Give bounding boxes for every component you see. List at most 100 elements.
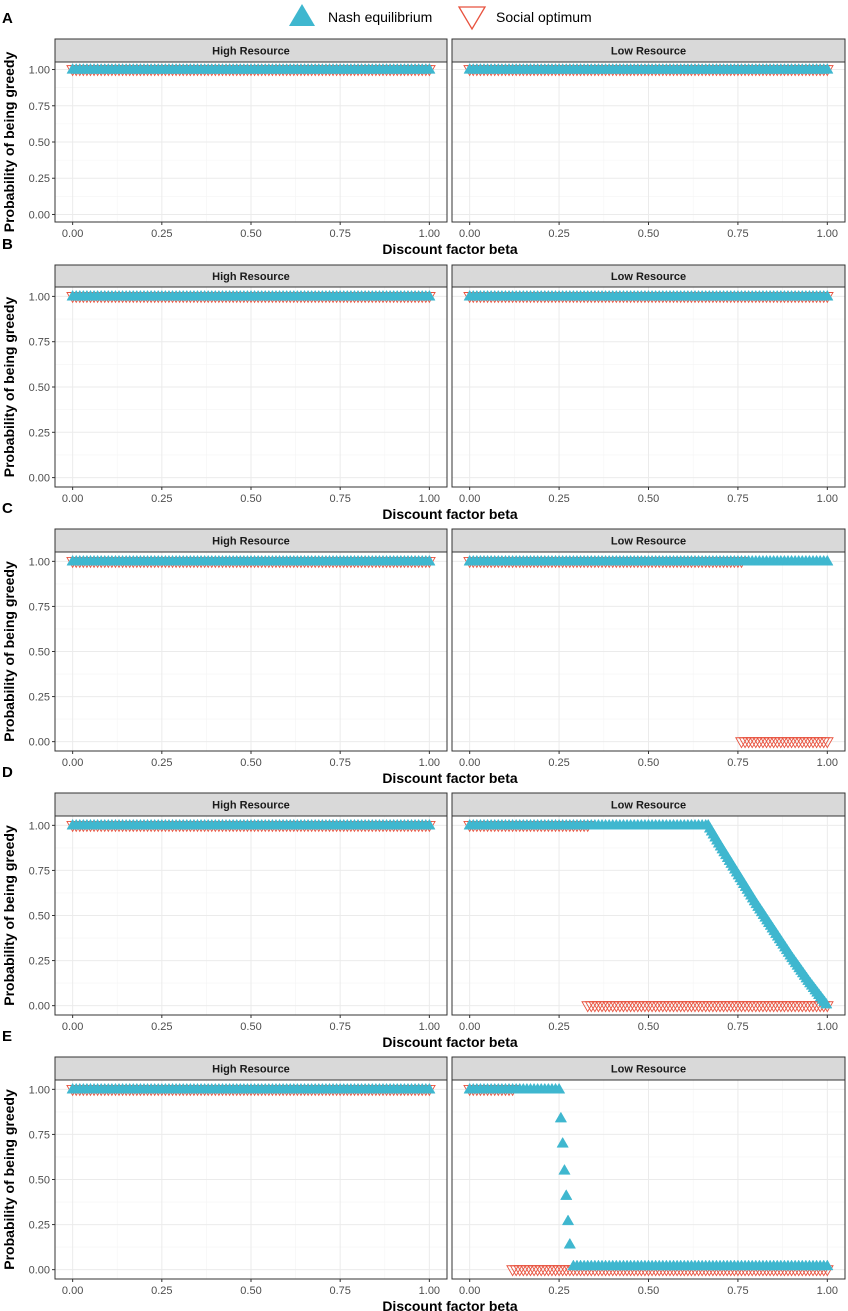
x-tick-label: 0.75 [727, 493, 748, 505]
series-nash-equilibrium [463, 818, 833, 1009]
series-nash-equilibrium [463, 1082, 834, 1271]
facet-title: Low Resource [611, 1064, 686, 1076]
x-axis-title: Discount factor beta [382, 241, 518, 257]
facet-high-resource: High Resource 0.00 0.25 0.50 0.75 1.00 0.00 0.2… [29, 264, 448, 505]
series-nash-equilibrium [66, 554, 436, 566]
y-tick-label: 1.00 [29, 556, 50, 568]
x-tick-label: 0.75 [727, 757, 748, 769]
chart-panel-d: D High Resource 0.00 0.25 0.50 0.75 1.00 0.00 0.… [1, 764, 846, 1050]
series-nash-equilibrium [66, 63, 436, 74]
x-tick-label: 0.75 [329, 228, 350, 240]
chart-panel-b: B High Resource 0.00 0.25 0.50 0.75 1.00 0.00 0.… [1, 236, 846, 522]
x-tick-label: 0.75 [329, 1021, 350, 1033]
legend: Nash equilibrium Social optimum [289, 4, 592, 31]
x-tick-label: 0.50 [638, 1021, 659, 1033]
facet-high-resource: High Resource 0.00 0.25 0.50 0.75 1.00 0.00 0.2… [29, 1056, 448, 1297]
facet-low-resource: Low Resource 0.00 0.25 0.50 0.75 1.00 [451, 264, 846, 505]
x-tick-label: 0.50 [240, 228, 261, 240]
x-tick-label: 0.00 [459, 228, 480, 240]
social-optimum-point [820, 737, 834, 749]
x-tick-label: 0.50 [240, 1021, 261, 1033]
gridlines [452, 552, 845, 751]
x-tick-label: 0.25 [548, 1021, 569, 1033]
x-tick-label: 1.00 [419, 228, 440, 240]
nash-equilibrium-point [563, 1237, 576, 1249]
nash-equilibrium-point [821, 289, 834, 301]
x-axis-title: Discount factor beta [382, 506, 518, 522]
y-tick-label: 0.50 [29, 647, 50, 659]
nash-equilibrium-point [423, 818, 436, 830]
x-tick-label: 0.25 [151, 1021, 172, 1033]
x-tick-label: 0.25 [151, 228, 172, 240]
x-tick-label: 0.00 [62, 1285, 83, 1297]
y-tick-label: 0.00 [29, 1265, 50, 1277]
x-tick-label: 0.00 [62, 1021, 83, 1033]
x-tick-label: 0.00 [459, 757, 480, 769]
chart-panel-e: E High Resource 0.00 0.25 0.50 0.75 1.00 0.00 0.… [1, 1028, 846, 1311]
x-tick-label: 0.75 [329, 493, 350, 505]
x-tick-label: 0.25 [548, 493, 569, 505]
nash-equilibrium-point [821, 554, 834, 566]
x-tick-label: 1.00 [419, 1285, 440, 1297]
x-tick-label: 0.50 [638, 493, 659, 505]
series-nash-equilibrium [463, 63, 834, 74]
x-tick-label: 0.50 [240, 757, 261, 769]
y-tick-label: 0.25 [29, 956, 50, 968]
x-axis-title: Discount factor beta [382, 1298, 518, 1311]
panel-letter: B [2, 236, 13, 253]
facet-title: High Resource [212, 46, 290, 58]
facet-high-resource: High Resource 0.00 0.25 0.50 0.75 1.00 0.00 0.2… [29, 792, 448, 1033]
x-tick-label: 0.25 [151, 1285, 172, 1297]
nash-equilibrium-point [423, 554, 436, 566]
y-tick-label: 0.00 [29, 737, 50, 749]
x-tick-label: 0.25 [548, 228, 569, 240]
legend-item: Nash equilibrium [289, 4, 432, 26]
gridlines [55, 287, 447, 487]
x-tick-label: 0.00 [459, 493, 480, 505]
nash-equilibrium-point [552, 1082, 566, 1094]
facet-low-resource: Low Resource 0.00 0.25 0.50 0.75 1.00 [451, 792, 846, 1033]
y-tick-label: 1.00 [29, 820, 50, 832]
y-tick-label: 0.50 [29, 1175, 50, 1187]
x-tick-label: 0.25 [548, 1285, 569, 1297]
x-tick-label: 0.75 [329, 757, 350, 769]
y-tick-label: 0.25 [29, 427, 50, 439]
y-tick-label: 0.00 [29, 1001, 50, 1013]
x-tick-label: 1.00 [419, 1021, 440, 1033]
series-nash-equilibrium [463, 289, 834, 301]
facet-low-resource: Low Resource 0.00 0.25 0.50 0.75 1.00 [451, 38, 846, 240]
chart-panel-a: A High Resource 0.00 0.25 0.50 0.75 1.00 0.00 0.… [1, 10, 846, 257]
y-axis-title: Probability of being greedy [1, 1089, 17, 1270]
gridlines [452, 816, 845, 1015]
facet-title: Low Resource [611, 46, 686, 58]
y-tick-label: 0.00 [29, 473, 50, 485]
y-tick-label: 0.50 [29, 911, 50, 923]
nash-equilibrium-point [423, 63, 436, 74]
panel-letter: E [2, 1028, 12, 1045]
gridlines [55, 552, 447, 751]
x-tick-label: 0.00 [459, 1285, 480, 1297]
panel-letter: A [2, 10, 13, 27]
y-axis-title: Probability of being greedy [1, 297, 17, 478]
facet-high-resource: High Resource 0.00 0.25 0.50 0.75 1.00 0.00 0.2… [29, 528, 448, 769]
facet-title: Low Resource [611, 536, 686, 548]
x-tick-label: 0.50 [240, 493, 261, 505]
x-tick-label: 0.50 [240, 1285, 261, 1297]
x-axis-title: Discount factor beta [382, 770, 518, 786]
facet-title: High Resource [212, 271, 290, 283]
series-nash-equilibrium [463, 554, 834, 566]
nash-equilibrium-point [561, 1214, 575, 1226]
x-tick-label: 0.75 [727, 1021, 748, 1033]
nash-equilibrium-point [560, 1189, 573, 1200]
x-tick-label: 0.25 [548, 757, 569, 769]
legend-item: Social optimum [457, 6, 592, 31]
series-nash-equilibrium [66, 818, 436, 830]
y-axis-title: Probability of being greedy [1, 825, 17, 1006]
x-tick-label: 0.75 [727, 228, 748, 240]
y-tick-label: 1.00 [29, 291, 50, 303]
x-tick-label: 1.00 [817, 1285, 838, 1297]
x-tick-label: 0.00 [62, 228, 83, 240]
y-axis-title: Probability of being greedy [1, 52, 17, 233]
y-tick-label: 0.75 [29, 101, 50, 113]
legend-symbol-social [457, 6, 487, 31]
